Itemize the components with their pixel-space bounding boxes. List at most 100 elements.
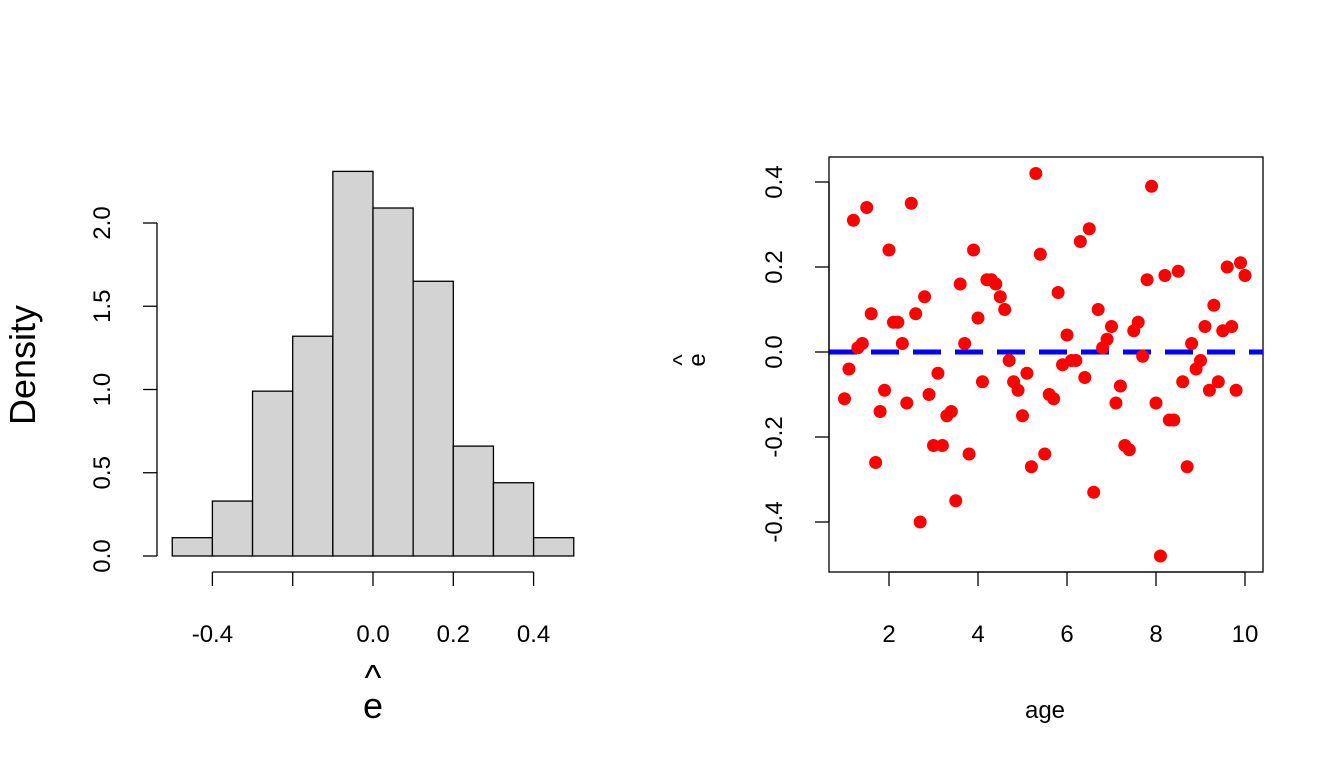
scatter-point <box>1158 269 1172 282</box>
scatter-point <box>1140 273 1154 287</box>
histogram-bar <box>332 170 374 557</box>
scatter-point <box>1038 447 1052 461</box>
scatter-point <box>1185 337 1199 350</box>
scatter-point <box>971 311 985 325</box>
histogram-bar <box>412 280 454 557</box>
histogram-x-axis: -0.4 0.0 0.2 0.4 <box>192 571 550 648</box>
scatter-point <box>1238 269 1252 282</box>
scatter-point <box>1020 366 1034 380</box>
scatter-point <box>1011 383 1025 397</box>
scatter-point <box>1145 179 1159 193</box>
scatter-y-axis-title-hat: ^ <box>669 354 696 366</box>
scatter-point <box>838 392 851 406</box>
histogram-x-tick-label: -0.4 <box>192 621 233 648</box>
scatter-point <box>1002 354 1016 367</box>
scatter-point <box>1194 354 1207 367</box>
scatter-point <box>1087 485 1101 499</box>
scatter-point <box>935 439 949 452</box>
scatter-point <box>1033 247 1047 261</box>
scatter-point <box>895 337 909 350</box>
scatter-point <box>891 315 905 329</box>
scatter-points <box>838 167 1252 563</box>
scatter-point <box>998 303 1012 316</box>
histogram-bar <box>492 482 535 557</box>
histogram-x-axis-title-text: e <box>363 685 383 726</box>
scatter-point <box>1113 379 1127 393</box>
histogram-bar <box>372 207 414 557</box>
histogram-bar <box>532 537 575 557</box>
scatter-y-axis-title-text: e <box>684 353 711 366</box>
scatter-point <box>1069 354 1083 367</box>
scatter-point <box>1234 256 1248 270</box>
scatter-point <box>1082 222 1096 236</box>
scatter-point <box>1109 396 1123 410</box>
scatter-point <box>944 405 958 418</box>
scatter-point <box>869 456 883 469</box>
scatter-x-tick-label: 4 <box>971 621 984 648</box>
scatter-x-tick-label: 10 <box>1232 621 1259 648</box>
histogram-bar <box>452 445 495 557</box>
scatter-point <box>1207 298 1221 312</box>
scatter-point <box>1225 320 1239 333</box>
scatter-point <box>846 213 860 227</box>
scatter-point <box>1051 286 1065 299</box>
histogram-x-axis-title-hat: ^ <box>365 657 382 698</box>
scatter-point <box>918 290 932 304</box>
scatter-point <box>962 447 976 461</box>
scatter-point <box>913 515 927 529</box>
scatter-point <box>878 383 892 397</box>
scatter-x-axis: 2 4 6 8 10 <box>882 571 1259 648</box>
scatter-point <box>842 362 856 376</box>
scatter-point <box>1091 303 1105 316</box>
scatter-point <box>967 243 981 257</box>
histogram-y-tick-label: 1.5 <box>89 290 116 323</box>
scatter-point <box>958 337 972 350</box>
scatter-point <box>1047 392 1061 406</box>
scatter-y-axis: -0.4 -0.2 0.0 0.2 0.4 <box>761 165 830 543</box>
scatter-point <box>949 494 963 508</box>
histogram-bar <box>171 537 214 557</box>
scatter-point <box>1180 460 1194 474</box>
scatter-point <box>1100 332 1114 346</box>
histogram-bar <box>251 390 294 557</box>
scatter-point <box>900 396 914 410</box>
scatter-point <box>1073 235 1087 248</box>
scatter-point <box>873 405 887 418</box>
scatter-point <box>1060 328 1074 342</box>
scatter-point <box>1024 460 1038 474</box>
scatter-point <box>1220 260 1234 274</box>
scatter-point <box>1171 264 1185 278</box>
scatter-point <box>993 290 1007 304</box>
histogram-bar <box>211 500 254 557</box>
scatter-point <box>909 307 923 321</box>
scatter-point <box>904 196 918 210</box>
histogram-y-axis: 0.0 0.5 1.0 1.5 2.0 <box>89 206 158 573</box>
histogram-bar <box>292 335 334 557</box>
scatter-point <box>882 243 896 257</box>
scatter-x-tick-label: 8 <box>1149 621 1162 648</box>
histogram-y-tick-label: 2.0 <box>89 206 116 239</box>
scatter-point <box>1149 396 1163 410</box>
scatter-point <box>931 366 945 380</box>
scatter-point <box>927 439 940 452</box>
scatter-point <box>922 388 936 401</box>
histogram-x-tick-label: 0.0 <box>356 621 389 648</box>
scatter-x-axis-title: age <box>1025 697 1065 724</box>
scatter-point <box>1176 375 1190 389</box>
scatter-point <box>1211 375 1225 389</box>
histogram-y-axis-title: Density <box>2 305 43 425</box>
histogram-bars <box>171 170 575 557</box>
scatter-point <box>1229 383 1243 397</box>
scatter-point <box>1105 320 1118 333</box>
scatter-y-axis-title: e ^ <box>669 353 711 366</box>
scatter-x-tick-label: 2 <box>882 621 895 648</box>
histogram-y-tick-label: 0.0 <box>89 539 116 572</box>
scatter-y-tick-label: 0.4 <box>761 165 788 198</box>
scatter-point <box>1131 315 1145 329</box>
scatter-x-tick-label: 6 <box>1060 621 1073 648</box>
scatter-point <box>1198 320 1212 333</box>
scatter-point <box>1078 371 1092 384</box>
histogram-panel: -0.4 0.0 0.2 0.4 0.0 0.5 1.0 1.5 2.0 e ^ Densit… <box>2 170 575 726</box>
scatter-point <box>1167 413 1181 427</box>
